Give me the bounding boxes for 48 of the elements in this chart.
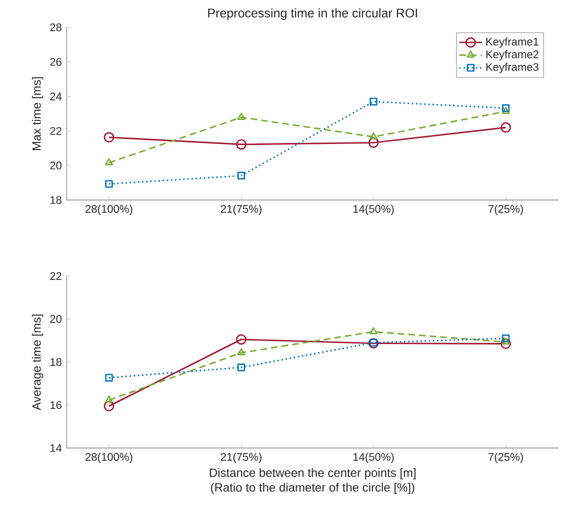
x-tick-label: 28(100%): [86, 452, 132, 464]
y-tick-label: 20: [50, 162, 62, 170]
x-tick-label: 7(25%): [488, 452, 523, 464]
y-tick-label: 18: [50, 196, 62, 204]
point: [237, 112, 246, 120]
point: [105, 374, 113, 382]
y-axis-title: Average time [ms]: [32, 314, 44, 410]
legend-label: Keyframe2: [486, 50, 538, 60]
point: [236, 334, 246, 345]
point: [104, 132, 114, 143]
y-tick-label: 28: [50, 23, 62, 32]
point: [237, 348, 246, 356]
y-tick-label: 22: [50, 272, 62, 280]
point: [502, 334, 510, 342]
x-axis-title: Distance between the center points [m] (Ratio to the diameter of the circle [%]): [210, 468, 416, 494]
point: [237, 172, 246, 180]
y-tick-label: 18: [50, 358, 62, 366]
point: [502, 337, 510, 345]
y-tick-label: 26: [50, 58, 62, 66]
point: [368, 137, 379, 148]
x-tick-label: 21(75%): [220, 452, 262, 464]
x-tick-label: 28(100%): [86, 204, 132, 216]
legend-label: Keyframe1: [486, 37, 538, 48]
x-tick-label: 14(50%): [353, 452, 394, 464]
x-tick-label: 14(50%): [353, 204, 394, 216]
point: [502, 104, 510, 112]
y-tick-label: 24: [50, 92, 62, 100]
y-tick-label: 22: [50, 127, 62, 135]
point: [502, 106, 510, 114]
y-tick-label: 14: [50, 444, 62, 452]
point: [237, 364, 246, 372]
point: [370, 98, 378, 106]
x-tick-label: 7(25%): [488, 204, 523, 216]
legend-label: Keyframe3: [486, 62, 538, 74]
point: [236, 139, 246, 150]
point: [104, 400, 114, 412]
y-axis-title: Max time [ms]: [32, 77, 44, 150]
point: [105, 180, 113, 188]
point: [369, 327, 378, 334]
x-tick-label: 21(75%): [220, 204, 262, 216]
point: [500, 122, 511, 133]
chart-title: Preprocessing time in the circular ROI: [208, 8, 417, 20]
point: [500, 338, 511, 349]
point: [369, 132, 378, 140]
y-tick-label: 16: [50, 401, 62, 409]
point: [104, 158, 114, 166]
point: [104, 396, 114, 403]
y-tick-label: 20: [50, 315, 62, 323]
